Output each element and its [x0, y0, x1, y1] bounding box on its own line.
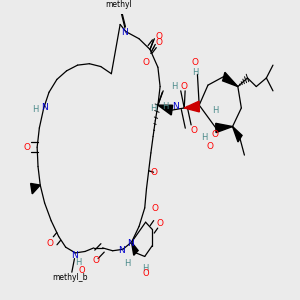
- Text: H: H: [124, 259, 130, 268]
- Text: H: H: [201, 133, 207, 142]
- Text: O: O: [142, 269, 149, 278]
- Text: O: O: [155, 32, 162, 41]
- Text: N: N: [41, 103, 48, 112]
- Text: H: H: [192, 68, 198, 77]
- Text: H: H: [75, 258, 81, 267]
- Text: methyl: methyl: [105, 0, 132, 9]
- Text: O: O: [46, 239, 53, 248]
- Text: O: O: [212, 130, 219, 139]
- Polygon shape: [184, 101, 200, 112]
- Text: H: H: [162, 102, 168, 111]
- Text: H: H: [212, 106, 218, 115]
- Text: O: O: [155, 38, 162, 47]
- Text: O: O: [181, 82, 188, 91]
- Text: O: O: [192, 58, 199, 67]
- Polygon shape: [31, 184, 40, 194]
- Text: O: O: [79, 266, 85, 275]
- Text: O: O: [151, 204, 158, 213]
- Text: N: N: [172, 102, 179, 111]
- Polygon shape: [232, 127, 242, 142]
- Polygon shape: [132, 242, 138, 255]
- Text: N: N: [118, 246, 125, 255]
- Text: N: N: [127, 239, 134, 248]
- Text: O: O: [24, 143, 31, 152]
- Text: N: N: [122, 28, 128, 37]
- Text: O: O: [151, 168, 158, 177]
- Text: H: H: [150, 104, 157, 113]
- Text: O: O: [191, 126, 198, 135]
- Text: H: H: [142, 264, 149, 273]
- Text: H: H: [32, 105, 38, 114]
- Text: N: N: [71, 250, 78, 260]
- Text: O: O: [92, 256, 99, 266]
- Polygon shape: [223, 72, 238, 87]
- Text: O: O: [143, 58, 150, 67]
- Text: O: O: [157, 219, 164, 228]
- Polygon shape: [158, 105, 172, 115]
- Polygon shape: [216, 123, 232, 133]
- Text: O: O: [207, 142, 214, 151]
- Text: H: H: [171, 82, 178, 91]
- Text: methyl_b: methyl_b: [52, 273, 88, 282]
